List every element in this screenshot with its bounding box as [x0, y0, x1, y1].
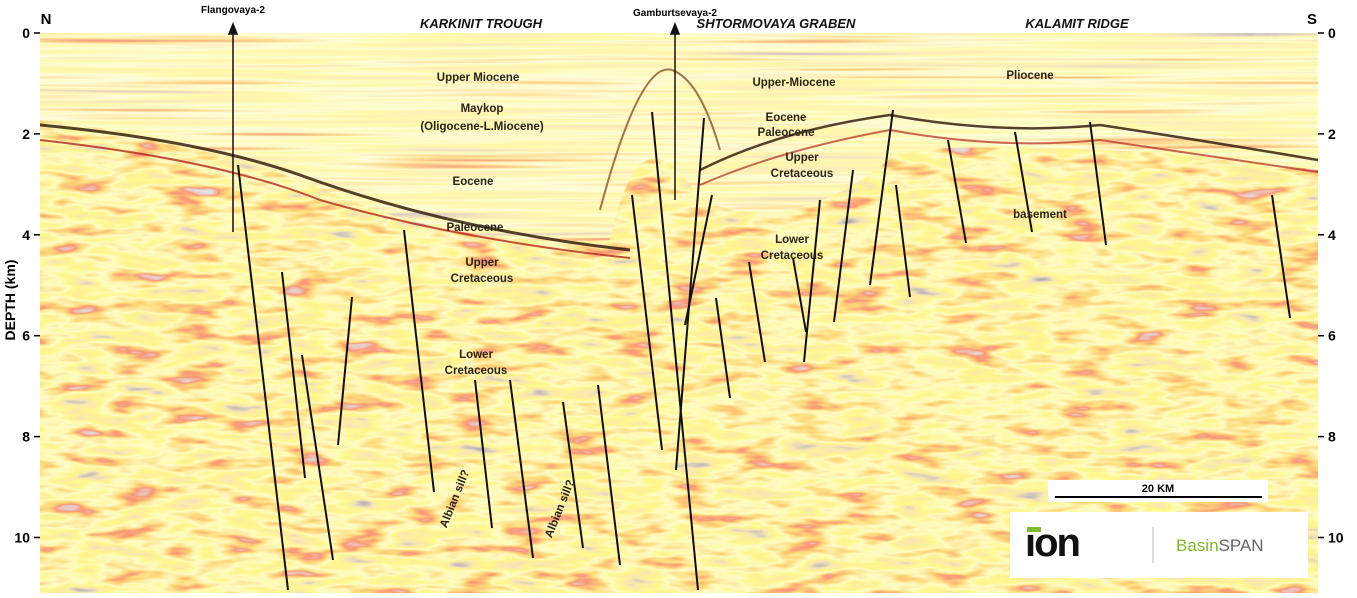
scale-bar: 20 KM — [1048, 480, 1268, 502]
tick-label: 6 — [1328, 328, 1336, 344]
tick-label: 2 — [22, 126, 30, 142]
formation-label: Upper-Miocene — [752, 77, 835, 89]
faults — [237, 109, 1291, 591]
region-label: KARKINIT TROUGH — [420, 16, 543, 31]
logo-product-name: SPAN — [1219, 536, 1264, 555]
tick-label: 0 — [22, 25, 30, 41]
formation-label: Upper Miocene — [437, 72, 519, 84]
formation-label: Cretaceous — [761, 250, 824, 262]
formation-label: Paleocene — [758, 127, 815, 139]
formation-label: Paleocene — [447, 222, 504, 234]
formation-label: Eocene — [453, 176, 494, 188]
scale-label: 20 KM — [1142, 483, 1174, 495]
tick-label: 8 — [1328, 429, 1336, 445]
tick-label: 10 — [1328, 530, 1344, 546]
formation-label: Eocene — [766, 112, 807, 124]
north-label: N — [41, 11, 52, 28]
formation-label: Lower — [459, 349, 493, 361]
logo: ion BasinSPAN — [1010, 512, 1308, 578]
tick-label: 4 — [1328, 227, 1336, 243]
formation-label: basement — [1013, 209, 1067, 221]
south-label: S — [1307, 11, 1317, 28]
formation-label: Upper — [465, 257, 499, 269]
formation-label: Maykop — [461, 103, 504, 115]
formation-label: (Oligocene-L.Miocene) — [420, 121, 543, 133]
tick-label: 10 — [14, 530, 30, 546]
formation-label: Cretaceous — [445, 365, 508, 377]
formation-label: Lower — [775, 234, 809, 246]
formation-label: Cretaceous — [771, 168, 834, 180]
tick-label: 4 — [22, 227, 30, 243]
formation-label: Pliocene — [1006, 70, 1053, 82]
horizons — [39, 68, 1319, 259]
tick-label: 0 — [1328, 25, 1336, 41]
well-markers — [227, 21, 681, 232]
tick-label: 6 — [22, 328, 30, 344]
well-label: Flangovaya-2 — [201, 5, 265, 16]
logo-product: BasinSPAN — [1176, 536, 1264, 555]
formation-label: Cretaceous — [451, 273, 514, 285]
region-label: KALAMIT RIDGE — [1025, 16, 1129, 31]
axis-title: DEPTH (km) — [2, 260, 18, 341]
depth-axis: 0 0 2 2 4 4 6 6 8 8 10 10 — [14, 25, 1343, 546]
logo-product-prefix: Basin — [1176, 536, 1219, 555]
well-label: Gamburtsevaya-2 — [633, 8, 717, 19]
region-label: SHTORMOVAYA GRABEN — [697, 16, 857, 31]
tick-label: 2 — [1328, 126, 1336, 142]
tick-label: 8 — [22, 429, 30, 445]
formation-label: Upper — [785, 152, 819, 164]
